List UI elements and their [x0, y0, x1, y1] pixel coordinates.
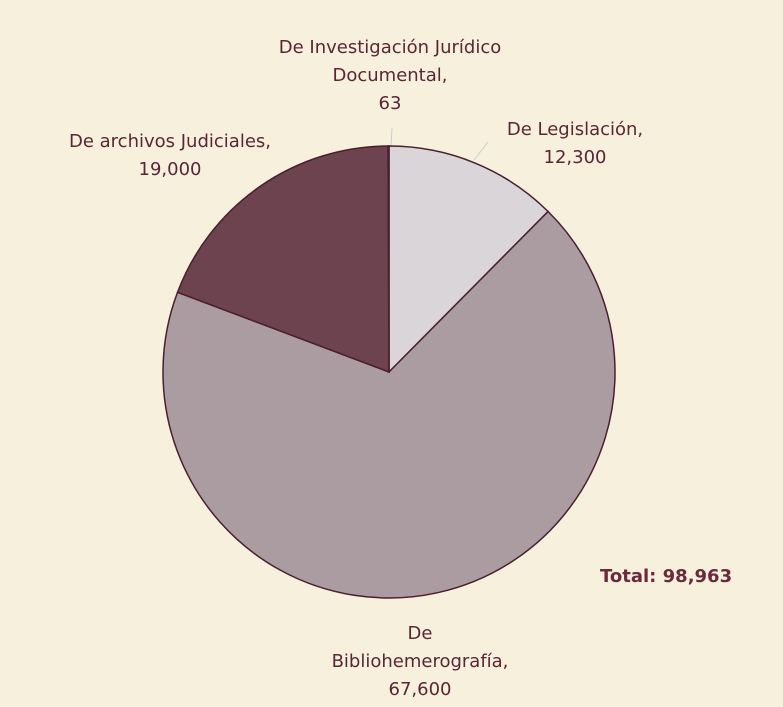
category-label: De archivos Judiciales, — [68, 131, 271, 152]
slice-label: De Investigación Jurídico Documental, 63 — [270, 34, 510, 118]
slice-label: De archivos Judiciales, 19,000 — [60, 128, 280, 184]
value-label: 63 — [378, 93, 402, 114]
value-label: 67,600 — [388, 679, 452, 700]
value-label: 12,300 — [543, 147, 607, 168]
category-label: De Investigación Jurídico Documental, — [278, 37, 502, 86]
pie-slice — [162, 210, 616, 599]
category-label: De Legislación, — [506, 119, 644, 140]
leader-line — [390, 127, 393, 147]
slice-label: De Legislación, 12,300 — [480, 116, 670, 172]
total-annotation: Total: 98,963 — [600, 566, 733, 587]
pie-slice — [176, 145, 390, 374]
value-label: 19,000 — [138, 159, 202, 180]
category-label: De Bibliohemerografía, — [331, 623, 509, 672]
leader-line — [473, 141, 489, 161]
pie-slice — [388, 145, 550, 374]
slice-label: De Bibliohemerografía, 67,600 — [320, 620, 520, 704]
pie-slice — [387, 145, 390, 373]
